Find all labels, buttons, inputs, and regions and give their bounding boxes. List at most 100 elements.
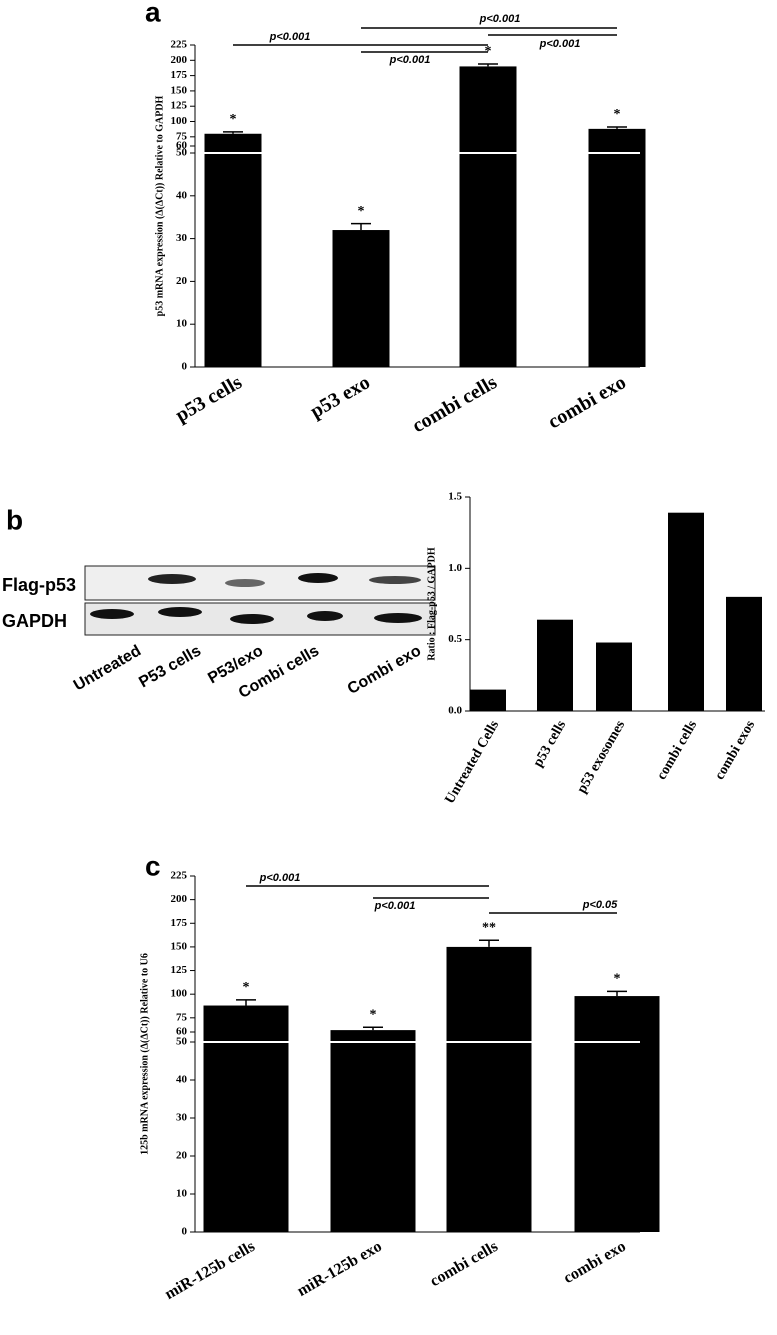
significance-star: * (614, 107, 621, 122)
x-tick-label: p53 cells (531, 718, 570, 770)
error-bar (363, 1026, 383, 1031)
bar (596, 642, 632, 711)
error-bar (351, 222, 371, 231)
y-tick-label: 30 (176, 1112, 188, 1124)
band (230, 614, 274, 624)
significance-star: * (230, 112, 237, 127)
y-tick-label: 60 (176, 1026, 188, 1038)
significance-star: * (614, 972, 621, 987)
y-tick-label: 1.5 (448, 491, 462, 503)
band (307, 611, 343, 621)
panel-label: c (145, 850, 161, 881)
bar (446, 946, 532, 1232)
error-bar (478, 63, 498, 67)
y-tick-label: 20 (176, 1150, 188, 1162)
y-axis-label: 125b mRNA expression (Δ(ΔCt)) Relative t… (139, 953, 150, 1155)
y-tick-label: 40 (176, 189, 188, 201)
y-tick-label: 20 (176, 275, 188, 287)
y-tick-label: 30 (176, 232, 188, 244)
significance-star: * (243, 980, 250, 995)
band (90, 609, 134, 619)
significance-star: * (358, 204, 365, 219)
y-tick-label: 225 (171, 39, 188, 51)
bar (203, 1005, 289, 1232)
bar (588, 128, 646, 367)
y-axis-label: p53 mRNA expression (Δ(ΔCt)) Relative to… (154, 95, 165, 316)
bar (726, 596, 762, 711)
panel-label: a (145, 0, 161, 27)
comparison-label: p<0.05 (582, 899, 618, 911)
x-tick-label: p53 exosomes (575, 718, 629, 796)
comparison-label: p<0.001 (539, 38, 581, 50)
y-axis-label: Ratio : Flag-p53 / GAPDH (426, 547, 437, 661)
y-tick-label: 0 (182, 1226, 188, 1238)
bar (470, 689, 506, 711)
band (298, 573, 338, 583)
comparison-label: p<0.001 (259, 872, 301, 884)
blot-row-label: GAPDH (2, 611, 67, 631)
y-tick-label: 225 (171, 870, 188, 882)
x-tick-label: combi exo (544, 371, 630, 433)
comparison-label: p<0.001 (479, 13, 521, 25)
comparison-label: p<0.001 (374, 900, 416, 912)
y-tick-label: 1.0 (448, 562, 462, 574)
bar (330, 1030, 416, 1232)
band (374, 613, 422, 623)
y-tick-label: 50 (176, 147, 188, 159)
y-tick-label: 75 (176, 130, 188, 142)
error-bar (479, 939, 499, 947)
band (225, 579, 265, 587)
y-tick-label: 0.5 (448, 633, 462, 645)
lane-label: Untreated (71, 642, 144, 694)
x-tick-label: combi cells (427, 1238, 501, 1290)
y-tick-label: 10 (176, 318, 188, 330)
y-tick-label: 0.0 (448, 705, 462, 717)
y-tick-label: 200 (171, 54, 188, 66)
x-tick-label: miR-125b cells (162, 1238, 258, 1303)
y-tick-label: 200 (171, 893, 188, 905)
lane-label: Combi exo (345, 642, 425, 698)
bar (204, 133, 262, 367)
error-bar (236, 999, 256, 1006)
lane-label: P53 cells (136, 642, 204, 691)
y-tick-label: 100 (171, 988, 188, 1000)
band (369, 576, 421, 584)
x-tick-label: combi exos (712, 718, 758, 783)
error-bar (223, 131, 243, 134)
panel-label: b (6, 504, 23, 535)
y-tick-label: 0 (182, 361, 188, 373)
blot-row-label: Flag-p53 (2, 575, 76, 595)
significance-star: ** (482, 921, 496, 936)
y-tick-label: 175 (171, 917, 188, 929)
x-tick-label: miR-125b exo (294, 1238, 384, 1300)
comparison-label: p<0.001 (269, 31, 311, 43)
y-tick-label: 150 (171, 940, 188, 952)
y-tick-label: 150 (171, 84, 188, 96)
bar (668, 512, 704, 711)
x-tick-label: combi exo (561, 1238, 629, 1287)
y-tick-label: 125 (171, 100, 188, 112)
significance-star: * (370, 1007, 377, 1022)
x-tick-label: p53 exo (307, 371, 374, 423)
y-tick-label: 125 (171, 964, 188, 976)
y-tick-label: 100 (171, 115, 188, 127)
y-tick-label: 50 (176, 1036, 188, 1048)
y-tick-label: 40 (176, 1074, 188, 1086)
bar (459, 66, 517, 367)
error-bar (607, 126, 627, 129)
band (148, 574, 196, 584)
x-tick-label: combi cells (654, 718, 700, 783)
band (158, 607, 202, 617)
x-tick-label: Untreated Cells (443, 718, 503, 807)
x-tick-label: combi cells (408, 371, 500, 437)
comparison-label: p<0.001 (389, 54, 431, 66)
x-tick-label: p53 cells (172, 371, 246, 427)
y-tick-label: 60 (176, 140, 188, 152)
bar (537, 619, 573, 711)
blot: Flag-p53 GAPDH (2, 565, 436, 636)
y-tick-label: 175 (171, 69, 188, 81)
error-bar (607, 990, 627, 997)
y-tick-label: 10 (176, 1188, 188, 1200)
bar (332, 230, 390, 367)
